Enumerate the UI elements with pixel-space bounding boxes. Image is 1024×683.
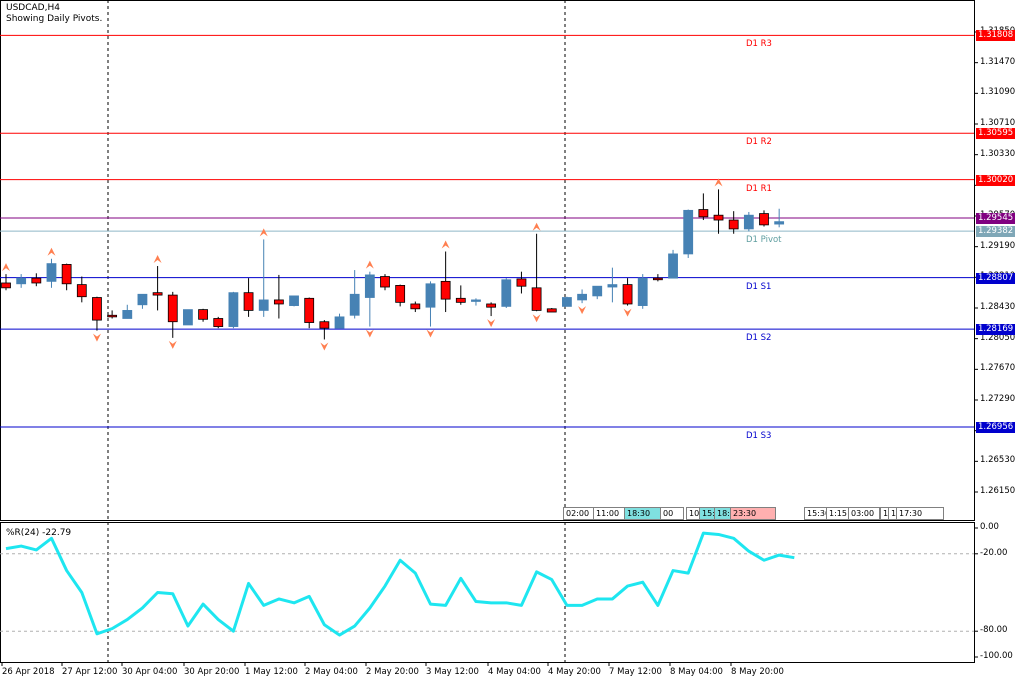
bear-candle bbox=[652, 277, 663, 281]
bear-candle bbox=[31, 277, 42, 284]
bear-candle bbox=[319, 321, 330, 329]
bear-candle bbox=[1, 282, 11, 289]
fractal-up-arrow bbox=[714, 178, 723, 187]
bull-candle bbox=[16, 277, 27, 285]
fractal-down-arrow bbox=[578, 306, 587, 315]
bear-candle bbox=[213, 318, 224, 327]
indicator-status-label: Showing Daily Pivots. bbox=[6, 14, 103, 24]
bull-candle bbox=[334, 316, 345, 329]
bear-candle bbox=[152, 292, 163, 296]
bull-candle bbox=[668, 253, 678, 279]
bear-candle bbox=[410, 303, 421, 310]
bull-candle bbox=[364, 274, 375, 298]
fractal-down-arrow bbox=[168, 340, 177, 349]
fractal-up-arrow bbox=[532, 222, 541, 231]
indicator-plot-frame bbox=[0, 522, 975, 663]
fractal-up-arrow bbox=[2, 263, 10, 272]
fractal-down-arrow bbox=[92, 333, 101, 342]
bear-candle bbox=[713, 214, 724, 221]
bull-candle bbox=[137, 293, 148, 306]
bull-candle bbox=[183, 309, 193, 326]
fractal-down-arrow bbox=[320, 342, 329, 351]
wpr-indicator-label: %R(24) -22.79 bbox=[6, 528, 72, 538]
bear-candle bbox=[440, 280, 451, 300]
bull-candle bbox=[637, 277, 648, 306]
bull-candle bbox=[258, 299, 269, 311]
bear-candle bbox=[622, 284, 633, 305]
bear-candle bbox=[76, 284, 87, 298]
bear-candle bbox=[198, 309, 208, 320]
bear-candle bbox=[92, 297, 102, 321]
bear-candle bbox=[546, 308, 557, 313]
bull-candle bbox=[122, 310, 133, 319]
fractal-up-arrow bbox=[153, 255, 162, 264]
bear-candle bbox=[273, 299, 284, 305]
symbol-label: USDCAD,H4 bbox=[6, 3, 60, 13]
fractal-down-arrow bbox=[532, 314, 541, 323]
bull-candle bbox=[289, 295, 299, 306]
fractal-up-arrow bbox=[441, 240, 450, 249]
bear-candle bbox=[486, 303, 497, 308]
bull-candle bbox=[774, 221, 785, 225]
bear-candle bbox=[167, 294, 178, 323]
bull-candle bbox=[425, 283, 436, 308]
bull-candle bbox=[228, 292, 239, 327]
bear-candle bbox=[61, 264, 72, 285]
bull-candle bbox=[46, 263, 57, 282]
bull-candle bbox=[607, 284, 618, 288]
fractal-down-arrow bbox=[426, 329, 435, 338]
fractal-down-arrow bbox=[365, 329, 374, 338]
bear-candle bbox=[759, 213, 769, 226]
wpr-line bbox=[5, 531, 795, 637]
bull-candle bbox=[349, 293, 360, 316]
bear-candle bbox=[531, 287, 542, 311]
bear-candle bbox=[698, 209, 709, 218]
bull-candle bbox=[743, 214, 754, 230]
fractal-up-arrow bbox=[365, 260, 374, 269]
bear-candle bbox=[728, 219, 739, 230]
bear-candle bbox=[107, 314, 118, 318]
fractal-up-arrow bbox=[47, 247, 56, 256]
bull-candle bbox=[592, 285, 603, 297]
bear-candle bbox=[304, 297, 315, 323]
bull-candle bbox=[501, 279, 512, 307]
fractal-down-arrow bbox=[623, 308, 632, 317]
fractal-up-arrow bbox=[259, 228, 268, 237]
bull-candle bbox=[577, 293, 587, 301]
fractal-down-arrow bbox=[487, 319, 496, 328]
bull-candle bbox=[683, 209, 694, 255]
bull-candle bbox=[562, 297, 572, 307]
bear-candle bbox=[243, 292, 254, 311]
bear-candle bbox=[516, 278, 527, 287]
bull-candle bbox=[471, 299, 481, 302]
bear-candle bbox=[380, 276, 390, 288]
main-plot-frame bbox=[0, 0, 975, 521]
bear-candle bbox=[455, 297, 466, 303]
bear-candle bbox=[395, 285, 406, 303]
